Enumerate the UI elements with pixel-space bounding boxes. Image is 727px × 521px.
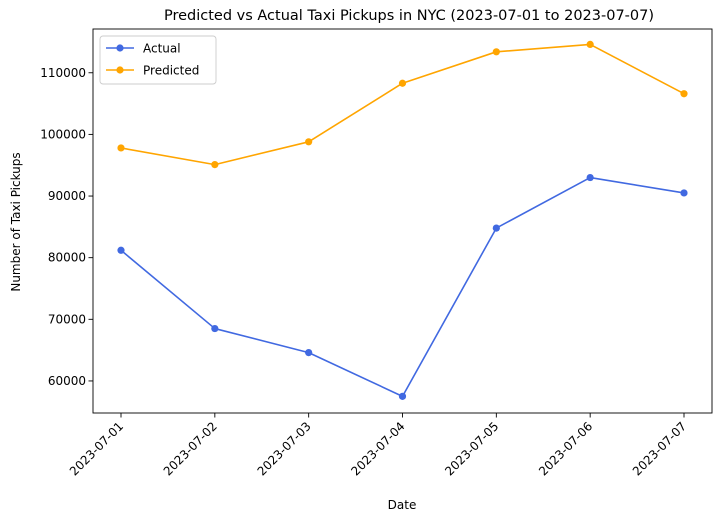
y-tick-label: 70000 bbox=[48, 312, 86, 326]
y-tick-label: 110000 bbox=[40, 66, 86, 80]
data-point bbox=[586, 40, 594, 49]
data-point bbox=[398, 79, 407, 87]
chart-title: Predicted vs Actual Taxi Pickups in NYC … bbox=[164, 8, 654, 24]
legend-item-actual: Actual bbox=[106, 42, 181, 56]
y-tick-label: 80000 bbox=[48, 251, 86, 265]
y-tick-label: 100000 bbox=[40, 127, 86, 141]
data-point bbox=[398, 392, 407, 400]
data-point bbox=[305, 138, 313, 146]
data-point bbox=[211, 161, 219, 169]
data-point bbox=[680, 90, 688, 98]
data-point bbox=[680, 189, 688, 197]
data-point bbox=[586, 173, 594, 182]
series-predicted bbox=[117, 40, 688, 169]
y-tick-label: 90000 bbox=[48, 189, 86, 203]
data-point bbox=[117, 246, 125, 254]
data-point bbox=[305, 348, 313, 357]
y-axis-label: Number of Taxi Pickups bbox=[9, 152, 23, 291]
plot-area bbox=[117, 40, 688, 400]
legend-label: Actual bbox=[143, 42, 181, 56]
data-point bbox=[117, 144, 125, 152]
legend-label: Predicted bbox=[143, 64, 199, 78]
y-tick-label: 60000 bbox=[48, 374, 86, 388]
series-actual bbox=[117, 173, 688, 400]
data-point bbox=[211, 324, 219, 333]
data-point bbox=[492, 48, 500, 56]
legend-swatch-marker bbox=[116, 44, 124, 52]
x-axis-label: Date bbox=[388, 498, 417, 512]
data-point bbox=[492, 224, 500, 232]
y-axis: 60000 70000 80000 90000 100000 110000 bbox=[40, 66, 93, 388]
legend-swatch-marker bbox=[116, 66, 124, 74]
legend-item-predicted: Predicted bbox=[106, 64, 199, 78]
legend: Actual Predicted bbox=[99, 35, 217, 85]
